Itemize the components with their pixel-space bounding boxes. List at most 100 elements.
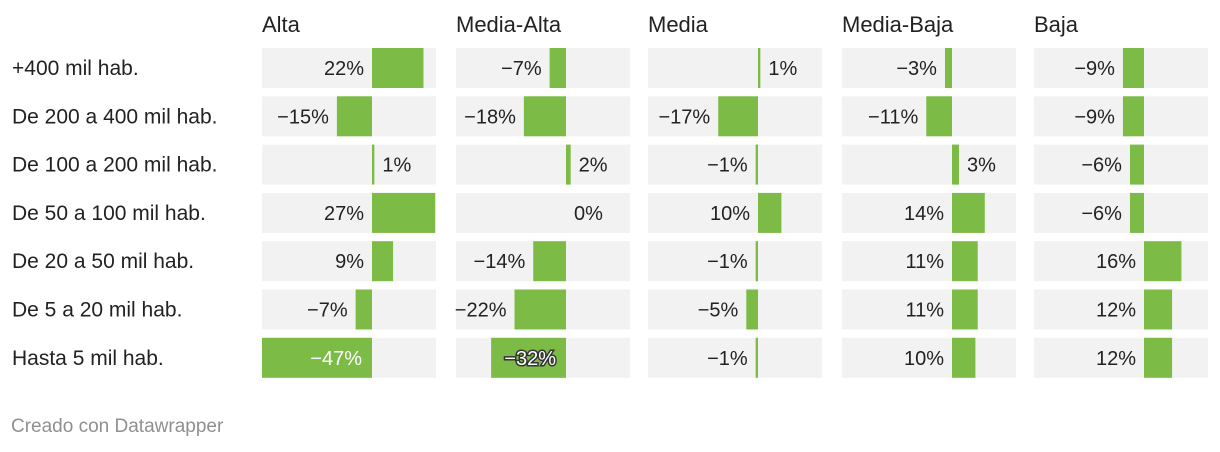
value-bar — [755, 144, 758, 185]
value-bar — [755, 337, 758, 378]
value-label: 11% — [905, 300, 944, 322]
cell-track — [648, 241, 822, 282]
cell-track — [648, 48, 822, 88]
value-label: −5% — [698, 300, 739, 322]
value-bar — [746, 289, 758, 330]
value-bar — [372, 241, 394, 282]
value-bar — [1144, 241, 1182, 282]
value-bar — [952, 192, 985, 233]
value-bar — [336, 96, 372, 137]
bar-chart: Alta Media-Alta Media Media-Baja Baja +400 mi… — [12, 12, 1208, 378]
column-header: Alta — [262, 12, 301, 37]
value-label: −14% — [474, 251, 526, 273]
value-label: 12% — [1096, 348, 1136, 370]
value-bar — [355, 289, 372, 330]
value-bar — [1144, 337, 1173, 378]
row-label: De 5 a 20 mil hab. — [12, 299, 182, 322]
cell-track — [1034, 48, 1208, 88]
value-label: −6% — [1081, 203, 1122, 225]
value-bar — [262, 337, 372, 378]
column-header: Baja — [1034, 12, 1079, 37]
value-label: 9% — [335, 251, 364, 273]
value-label: −7% — [307, 300, 348, 322]
value-bar — [1144, 289, 1173, 330]
value-label: −22% — [455, 300, 507, 322]
value-bar — [718, 96, 758, 137]
cell-track — [842, 48, 1016, 88]
credit-text[interactable]: Creado con Datawrapper — [11, 416, 224, 437]
value-bar — [1129, 144, 1144, 185]
cell-track — [842, 241, 1016, 282]
row-label: Hasta 5 mil hab. — [12, 347, 164, 370]
value-bar — [952, 144, 960, 185]
cell-track — [842, 337, 1016, 378]
cell-track — [1034, 337, 1208, 378]
column-header: Media-Alta — [456, 12, 562, 37]
cell-track — [648, 337, 822, 378]
value-label: −1% — [707, 348, 748, 370]
value-bar — [755, 241, 758, 282]
value-bar — [952, 289, 978, 330]
cell-track — [842, 289, 1016, 330]
cell-track — [1034, 96, 1208, 137]
cell-track — [1034, 289, 1208, 330]
value-label: 27% — [324, 203, 364, 225]
value-label: −3% — [896, 58, 937, 80]
row-label: De 100 a 200 mil hab. — [12, 154, 217, 177]
cell-track — [262, 144, 436, 185]
value-bar — [372, 192, 436, 233]
cell-track — [1034, 144, 1208, 185]
cell-track — [456, 48, 630, 88]
value-label: −1% — [707, 251, 748, 273]
value-bar — [372, 144, 375, 185]
value-label: −17% — [659, 106, 711, 128]
value-label: −1% — [707, 155, 748, 177]
value-label: 3% — [967, 155, 996, 177]
value-label: −9% — [1074, 106, 1115, 128]
value-bar — [758, 192, 782, 233]
cell-track — [842, 144, 1016, 185]
value-label: −47% — [310, 348, 362, 370]
value-bar — [566, 144, 571, 185]
value-label: −11% — [868, 106, 918, 128]
cell-track — [842, 192, 1016, 233]
value-label: −6% — [1081, 155, 1122, 177]
row-label: De 200 a 400 mil hab. — [12, 105, 217, 128]
row-label: De 20 a 50 mil hab. — [12, 250, 194, 273]
value-bar — [491, 337, 566, 378]
cell-track — [648, 192, 822, 233]
value-label: 1% — [768, 58, 797, 80]
value-label: 22% — [324, 58, 364, 80]
value-label: 12% — [1096, 300, 1136, 322]
cell-track — [262, 289, 436, 330]
cell-track — [648, 144, 822, 185]
value-label: 10% — [904, 348, 944, 370]
value-bar — [533, 241, 566, 282]
cell-track — [648, 289, 822, 330]
value-bar — [952, 337, 976, 378]
value-bar — [926, 96, 952, 137]
value-label: 16% — [1096, 251, 1136, 273]
value-label: −32% — [504, 348, 556, 370]
column-header: Media-Baja — [842, 12, 954, 37]
row-label: De 50 a 100 mil hab. — [12, 202, 206, 225]
row-label: +400 mil hab. — [12, 57, 139, 80]
cell-track — [1034, 192, 1208, 233]
value-bar — [372, 48, 424, 88]
value-label: 14% — [904, 203, 944, 225]
value-label: −18% — [464, 106, 516, 128]
value-label: 0% — [574, 203, 603, 225]
value-bar — [523, 96, 566, 137]
column-header: Media — [648, 12, 709, 37]
value-bar — [549, 48, 566, 88]
value-label: −7% — [501, 58, 542, 80]
value-bar — [1129, 192, 1144, 233]
cell-track — [262, 241, 436, 282]
value-bar — [944, 48, 952, 88]
value-bar — [952, 241, 978, 282]
value-label: −9% — [1074, 58, 1115, 80]
value-label: 2% — [579, 155, 608, 177]
value-label: −15% — [277, 106, 329, 128]
value-label: 1% — [382, 155, 411, 177]
cell-track — [456, 144, 630, 185]
